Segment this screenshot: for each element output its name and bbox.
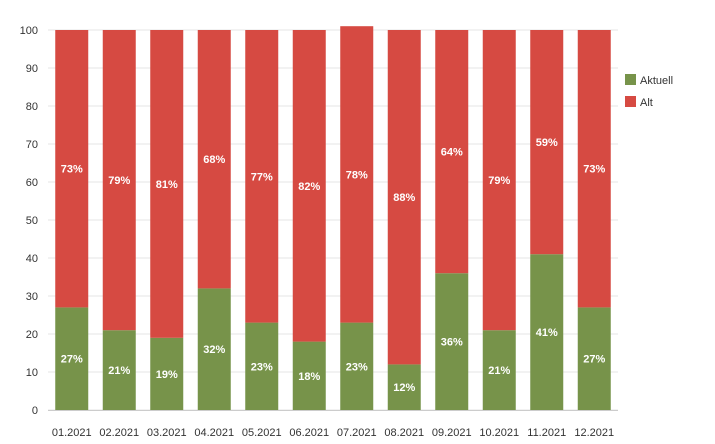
legend-item-aktuell[interactable]: Aktuell bbox=[625, 74, 673, 87]
x-tick-label: 09.2021 bbox=[432, 427, 472, 439]
legend-label: Alt bbox=[640, 97, 653, 109]
axes: 0 10 20 30 40 50 60 70 80 90 100 01.2021 02.2021 03.2… bbox=[20, 25, 618, 439]
bar-alt-08.2021 bbox=[387, 30, 421, 365]
data-label-aktuell: 32% bbox=[203, 344, 225, 356]
x-tick-label: 02.2021 bbox=[99, 427, 139, 439]
x-tick-label: 11.2021 bbox=[527, 427, 566, 439]
data-label-alt: 79% bbox=[108, 175, 130, 187]
y-tick-label: 10 bbox=[26, 367, 38, 379]
y-tick-label: 20 bbox=[26, 329, 38, 341]
data-label-alt: 73% bbox=[61, 164, 83, 176]
grid-lines bbox=[48, 29, 618, 411]
bar-aktuell-05.2021 bbox=[245, 322, 279, 410]
x-tick-label: 07.2021 bbox=[337, 427, 377, 439]
bar-aktuell-04.2021 bbox=[197, 288, 231, 410]
data-label-aktuell: 27% bbox=[61, 354, 83, 366]
data-label-aktuell: 41% bbox=[536, 327, 558, 339]
x-tick-label: 05.2021 bbox=[242, 427, 282, 439]
y-tick-label: 40 bbox=[26, 253, 38, 265]
bar-aktuell-08.2021 bbox=[387, 364, 421, 410]
y-tick-label: 80 bbox=[26, 101, 38, 113]
bar-alt-06.2021 bbox=[292, 30, 326, 342]
bars bbox=[55, 26, 611, 410]
bar-aktuell-01.2021 bbox=[55, 307, 89, 410]
data-label-aktuell: 18% bbox=[298, 371, 320, 383]
data-label-alt: 81% bbox=[156, 179, 178, 191]
bar-alt-05.2021 bbox=[245, 30, 279, 323]
data-label-alt: 88% bbox=[393, 192, 415, 204]
data-label-alt: 77% bbox=[251, 171, 273, 183]
y-tick-label: 30 bbox=[26, 291, 38, 303]
data-label-alt: 64% bbox=[441, 147, 463, 159]
y-tick-label: 90 bbox=[26, 63, 38, 75]
bar-alt-09.2021 bbox=[435, 30, 469, 274]
bar-alt-01.2021 bbox=[55, 30, 89, 308]
bar-aktuell-09.2021 bbox=[435, 273, 469, 410]
x-tick-label: 10.2021 bbox=[479, 427, 519, 439]
data-label-alt: 68% bbox=[203, 154, 225, 166]
data-label-aktuell: 21% bbox=[108, 365, 130, 377]
legend-swatch bbox=[625, 96, 636, 107]
legend: Aktuell Alt bbox=[625, 74, 673, 109]
bar-aktuell-12.2021 bbox=[577, 307, 611, 410]
bar-alt-11.2021 bbox=[530, 30, 564, 255]
bar-aktuell-02.2021 bbox=[102, 330, 136, 410]
data-label-aktuell: 12% bbox=[393, 382, 415, 394]
x-tick-label: 03.2021 bbox=[147, 427, 187, 439]
legend-item-alt[interactable]: Alt bbox=[625, 96, 653, 109]
data-labels: 27% 73% 21% 79% 19% 81% 32% 68% 23% 77% 18% 82% 23% 7… bbox=[61, 137, 606, 394]
bar-aktuell-10.2021 bbox=[482, 330, 516, 410]
data-label-aktuell: 21% bbox=[488, 365, 510, 377]
bar-aktuell-11.2021 bbox=[530, 254, 564, 410]
bar-aktuell-06.2021 bbox=[292, 341, 326, 410]
legend-swatch bbox=[625, 74, 636, 85]
y-tick-label: 60 bbox=[26, 177, 38, 189]
y-tick-label: 50 bbox=[26, 215, 38, 227]
x-tick-label: 01.2021 bbox=[52, 427, 92, 439]
x-tick-label: 06.2021 bbox=[289, 427, 329, 439]
bar-alt-04.2021 bbox=[197, 30, 231, 289]
data-label-aktuell: 19% bbox=[156, 369, 178, 381]
data-label-alt: 73% bbox=[583, 164, 605, 176]
data-label-aktuell: 36% bbox=[441, 337, 463, 349]
data-label-alt: 59% bbox=[536, 137, 558, 149]
bar-alt-07.2021 bbox=[340, 26, 374, 323]
data-label-aktuell: 23% bbox=[346, 361, 368, 373]
y-tick-label: 70 bbox=[26, 139, 38, 151]
bar-aktuell-07.2021 bbox=[340, 322, 374, 410]
bar-aktuell-03.2021 bbox=[150, 337, 184, 410]
data-label-alt: 82% bbox=[298, 181, 320, 193]
bar-alt-02.2021 bbox=[102, 30, 136, 331]
y-tick-label: 0 bbox=[32, 405, 38, 417]
bar-alt-12.2021 bbox=[577, 30, 611, 308]
data-label-aktuell: 27% bbox=[583, 354, 605, 366]
x-tick-label: 08.2021 bbox=[384, 427, 424, 439]
data-label-aktuell: 23% bbox=[251, 361, 273, 373]
data-label-alt: 78% bbox=[346, 169, 368, 181]
data-label-alt: 79% bbox=[488, 175, 510, 187]
x-tick-label: 04.2021 bbox=[194, 427, 234, 439]
bar-alt-10.2021 bbox=[482, 30, 516, 331]
legend-label: Aktuell bbox=[640, 75, 673, 87]
bar-alt-03.2021 bbox=[150, 30, 184, 338]
y-tick-label: 100 bbox=[20, 25, 38, 37]
x-tick-label: 12.2021 bbox=[574, 427, 614, 439]
